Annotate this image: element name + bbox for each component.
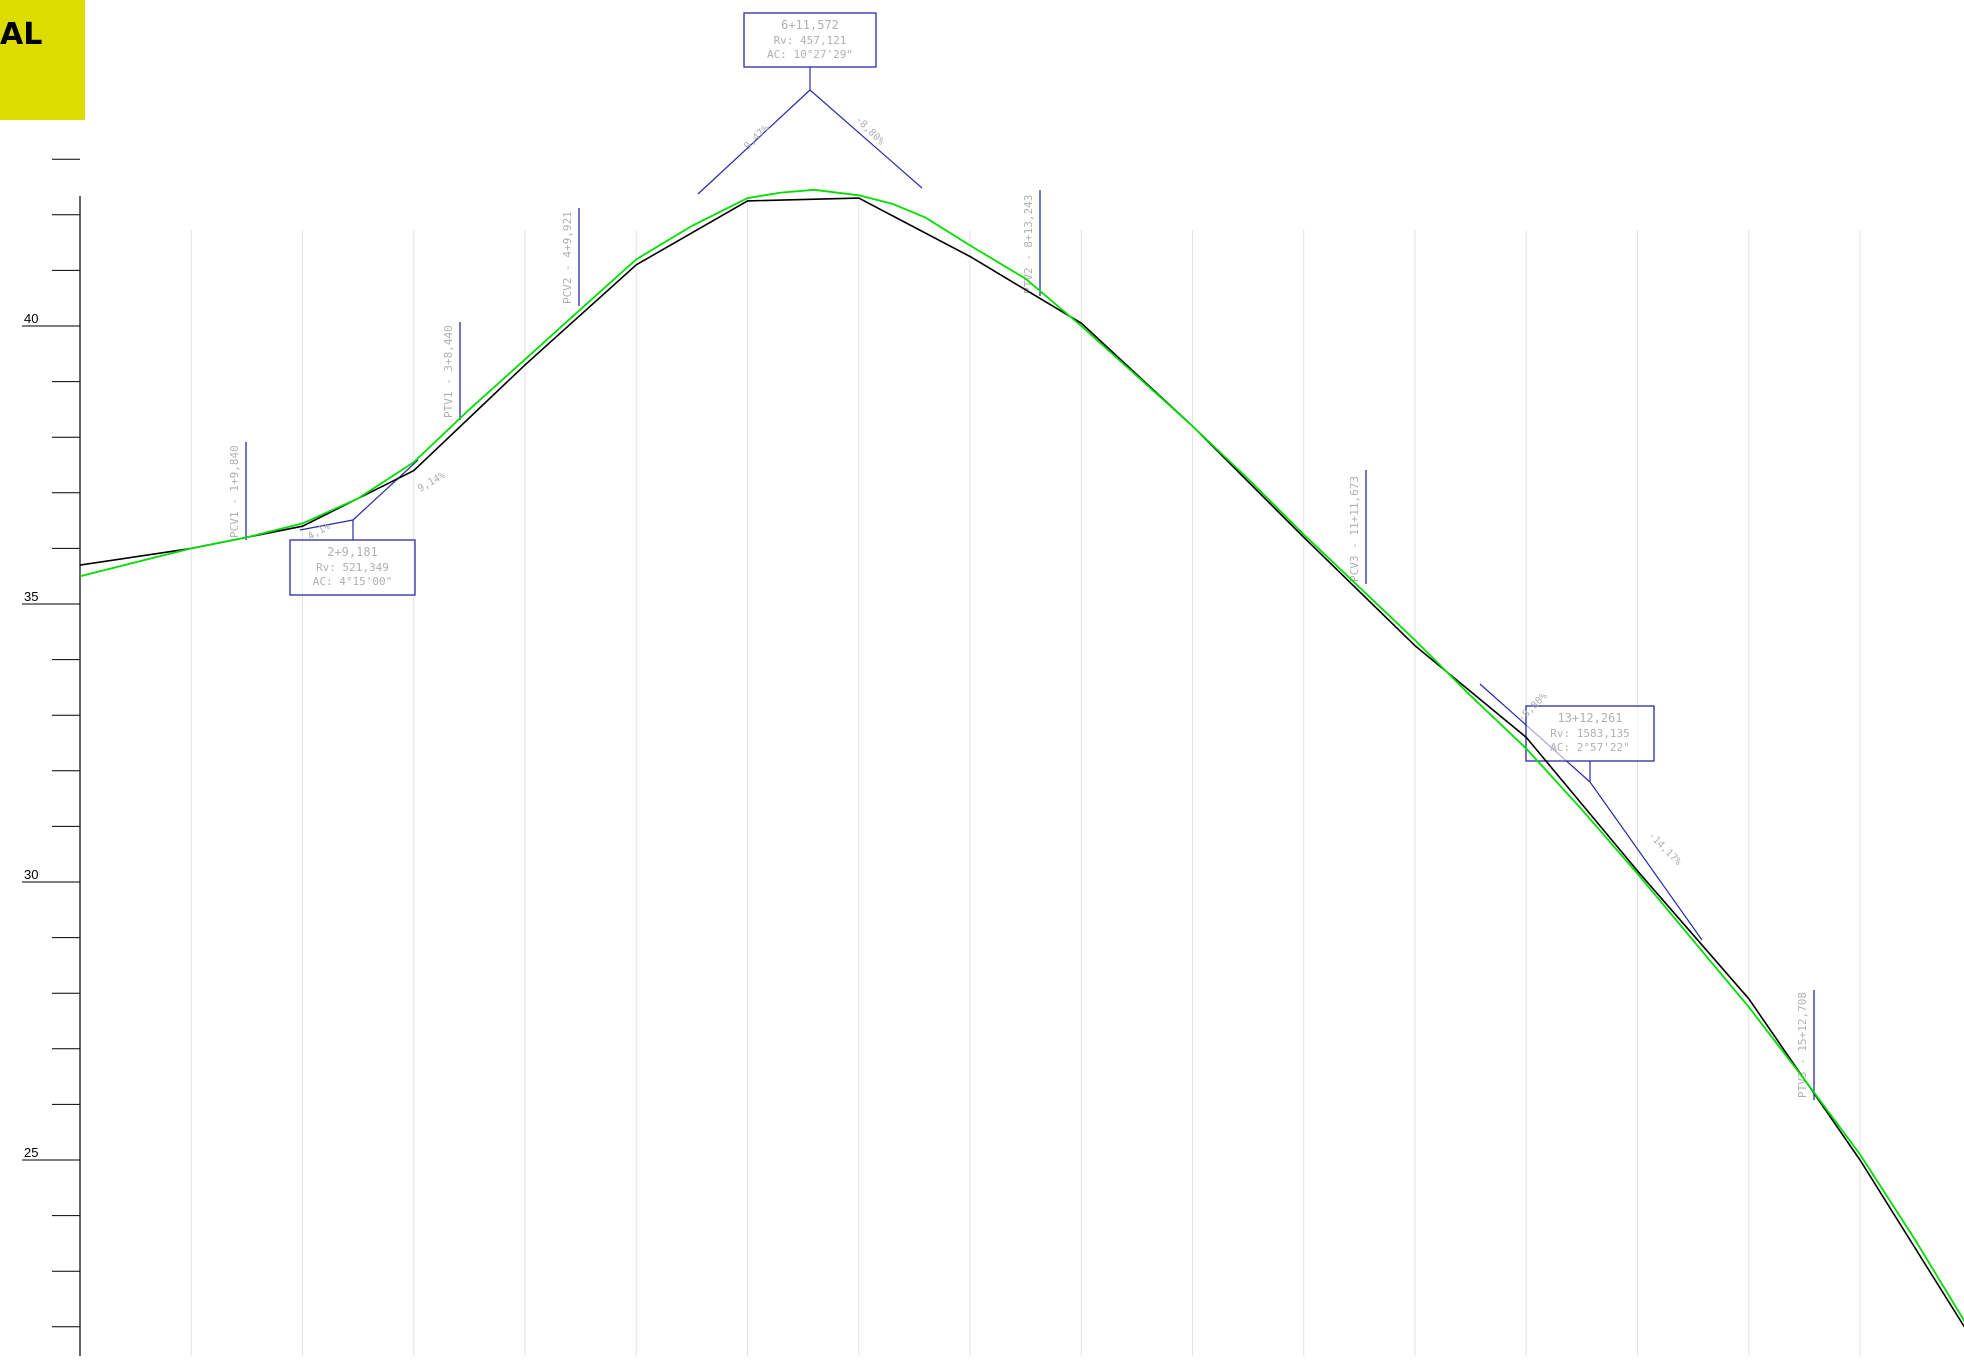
grade-out-label: 9,14% xyxy=(416,470,448,495)
axis-tick-label: 35 xyxy=(24,589,38,604)
elevation-axis: 40 35 30 25 xyxy=(22,158,81,1356)
grade-in-label: 9,47% xyxy=(742,123,771,152)
pcv-station-label: PCV3 - 11+11,673 xyxy=(1348,476,1361,582)
pvi-rv: Rv: 457,121 xyxy=(774,34,847,47)
pvi-rv: Rv: 1583,135 xyxy=(1550,727,1629,740)
drawing-title-tag: AL xyxy=(0,0,85,120)
pvi-box xyxy=(743,12,877,68)
grade-tangent-out xyxy=(809,89,923,189)
axis-tick-label: 25 xyxy=(24,1145,38,1160)
ground-profile-line xyxy=(79,197,1964,1328)
pvi-ac: AC: 2°57'22" xyxy=(1550,741,1629,754)
design-grade-line xyxy=(79,188,1964,1323)
pvi-box xyxy=(1525,705,1655,762)
pvi-station: 13+12,261 xyxy=(1557,711,1622,725)
drawing-title-text: AL xyxy=(0,17,43,52)
pvi-box xyxy=(289,539,416,596)
pcv-station-label: PCV1 - 1+9,840 xyxy=(228,445,241,538)
pvi-station: 2+9,181 xyxy=(327,545,378,559)
axis-tick-label: 30 xyxy=(24,867,38,882)
pvi-ac: AC: 4°15'00" xyxy=(313,575,392,588)
profile-lines xyxy=(79,188,1964,1328)
grade-tangent-out xyxy=(1589,781,1703,941)
grade-out-label: -14,17% xyxy=(1646,830,1684,868)
grade-tangent-out xyxy=(352,459,419,521)
axis-tick-label: 40 xyxy=(24,311,38,326)
pvi-ac: AC: 10°27'29" xyxy=(767,48,853,61)
station-gridlines xyxy=(190,200,1861,1356)
grade-tangent-in xyxy=(299,519,354,531)
grade-tangent-in xyxy=(697,89,811,195)
pvi-rv: Rv: 521,349 xyxy=(316,561,389,574)
pcv-station-label: PTV1 - 3+8,440 xyxy=(442,325,455,418)
pvi-station: 6+11,572 xyxy=(781,18,839,32)
curve-annotations: PCV1 - 1+9,840 PTV1 - 3+8,440 PCV2 - 4+9,9… xyxy=(228,12,1815,1100)
pcv-station-label: PCV2 - 4+9,921 xyxy=(561,211,574,304)
pcv-station-label: PTV2 - 8+13,243 xyxy=(1022,195,1035,294)
